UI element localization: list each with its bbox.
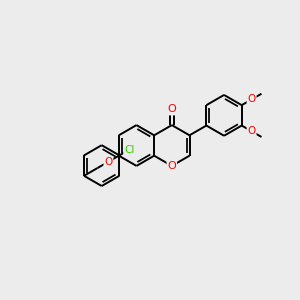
Text: O: O xyxy=(167,104,176,115)
Text: O: O xyxy=(104,157,112,167)
Text: O: O xyxy=(248,126,256,136)
Text: O: O xyxy=(248,94,256,104)
Text: Cl: Cl xyxy=(124,145,134,155)
Text: O: O xyxy=(167,161,176,171)
